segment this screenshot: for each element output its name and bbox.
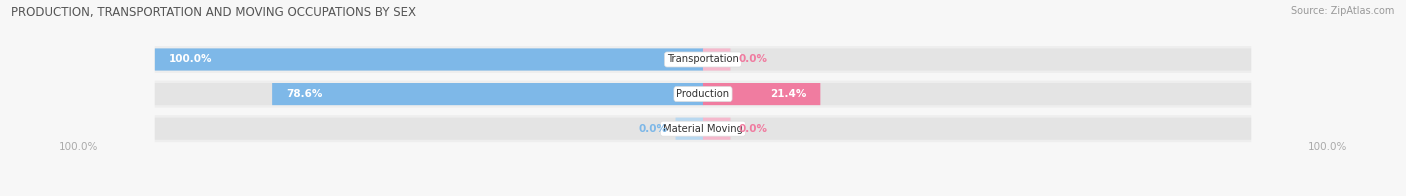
Text: Material Moving: Material Moving: [664, 124, 742, 134]
FancyBboxPatch shape: [155, 81, 1251, 108]
FancyBboxPatch shape: [155, 118, 703, 140]
FancyBboxPatch shape: [703, 83, 820, 105]
FancyBboxPatch shape: [155, 46, 1251, 73]
Text: 100.0%: 100.0%: [169, 54, 212, 64]
Text: Transportation: Transportation: [666, 54, 740, 64]
Text: 21.4%: 21.4%: [770, 89, 807, 99]
FancyBboxPatch shape: [703, 83, 1251, 105]
FancyBboxPatch shape: [155, 115, 1251, 142]
FancyBboxPatch shape: [703, 48, 1251, 71]
FancyBboxPatch shape: [273, 83, 703, 105]
Text: Production: Production: [676, 89, 730, 99]
FancyBboxPatch shape: [155, 48, 703, 71]
Text: 100.0%: 100.0%: [59, 142, 98, 152]
FancyBboxPatch shape: [703, 48, 731, 71]
Text: 0.0%: 0.0%: [738, 54, 768, 64]
FancyBboxPatch shape: [155, 83, 703, 105]
Text: PRODUCTION, TRANSPORTATION AND MOVING OCCUPATIONS BY SEX: PRODUCTION, TRANSPORTATION AND MOVING OC…: [11, 6, 416, 19]
Text: 0.0%: 0.0%: [738, 124, 768, 134]
Text: 100.0%: 100.0%: [1308, 142, 1347, 152]
Text: 78.6%: 78.6%: [285, 89, 322, 99]
FancyBboxPatch shape: [675, 118, 703, 140]
FancyBboxPatch shape: [703, 118, 1251, 140]
FancyBboxPatch shape: [703, 118, 731, 140]
FancyBboxPatch shape: [155, 48, 703, 71]
Text: 0.0%: 0.0%: [638, 124, 668, 134]
Text: Source: ZipAtlas.com: Source: ZipAtlas.com: [1291, 6, 1395, 16]
